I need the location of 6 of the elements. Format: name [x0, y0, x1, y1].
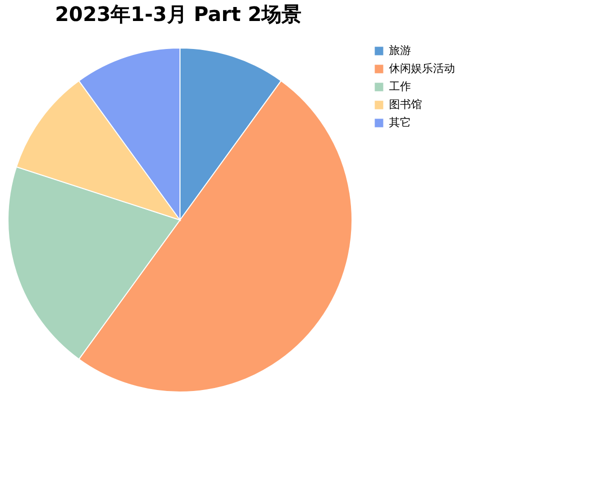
legend-label: 休闲娱乐活动 — [389, 62, 455, 75]
legend-label: 其它 — [389, 116, 411, 129]
chart-title: 2023年1-3月 Part 2场景 — [55, 2, 302, 26]
legend-label: 图书馆 — [389, 98, 422, 111]
legend-label: 旅游 — [389, 44, 411, 57]
legend-label: 工作 — [389, 80, 411, 93]
